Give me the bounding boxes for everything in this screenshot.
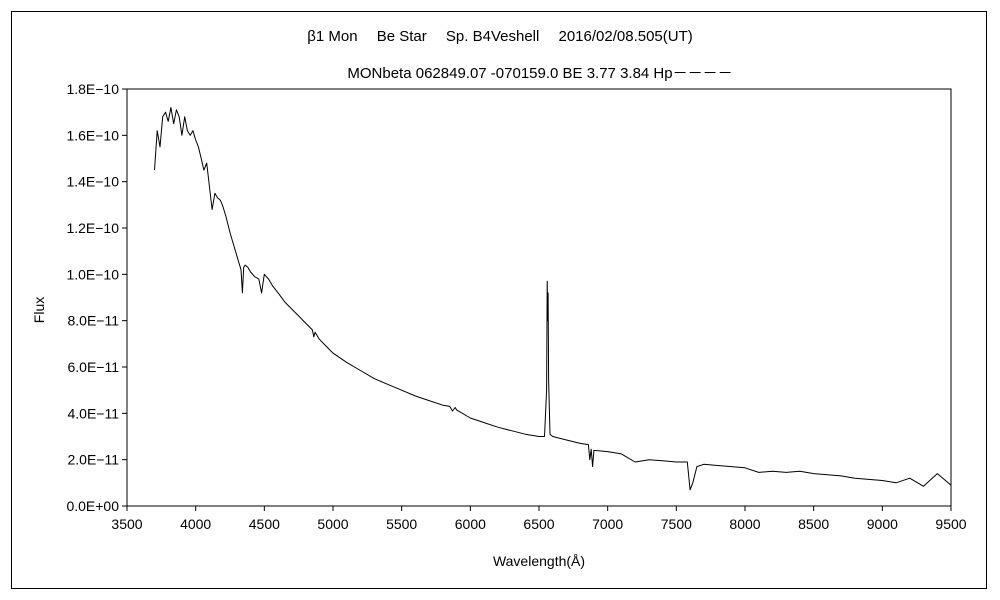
- series-line: [154, 107, 952, 491]
- y-tick-label: 6.0E−11: [67, 359, 119, 375]
- x-tick-label: 6000: [455, 516, 486, 532]
- x-tick-label: 6500: [523, 516, 554, 532]
- chart-title: β1 Mon Be Star Sp. B4Veshell 2016/02/08.…: [307, 28, 693, 45]
- x-tick-label: 7500: [661, 516, 692, 532]
- x-tick-label: 8000: [729, 516, 760, 532]
- x-tick-label: 4500: [249, 516, 280, 532]
- y-tick-label: 1.2E−10: [66, 220, 119, 236]
- y-tick-label: 1.0E−10: [66, 266, 119, 282]
- y-tick-label: 2.0E−11: [67, 452, 119, 468]
- y-tick-label: 4.0E−11: [67, 405, 119, 421]
- series-group: [154, 107, 952, 491]
- x-axis: 3500 4000 4500 5000 5500 6000 6500 7000 7500 8000…: [111, 506, 967, 532]
- x-tick-label: 3500: [111, 516, 142, 532]
- x-tick-label: 8500: [798, 516, 829, 532]
- y-axis: 0.0E+00 2.0E−11 4.0E−11 6.0E−11 8.0E−11 1.0E−…: [66, 81, 127, 514]
- y-axis-label: Flux: [31, 297, 47, 323]
- x-axis-label: Wavelength(Å): [493, 553, 585, 569]
- y-tick-label: 1.4E−10: [66, 174, 119, 190]
- x-tick-label: 9000: [867, 516, 898, 532]
- x-tick-label: 4000: [180, 516, 211, 532]
- y-tick-label: 8.0E−11: [67, 313, 119, 329]
- y-tick-label: 1.8E−10: [66, 81, 119, 97]
- y-tick-label: 0.0E+00: [66, 498, 119, 514]
- y-tick-label: 1.6E−10: [66, 127, 119, 143]
- chart-frame: [11, 11, 987, 589]
- x-tick-label: 5500: [386, 516, 417, 532]
- chart-subtitle: MONbeta 062849.07 -070159.0 BE 3.77 3.84…: [347, 65, 733, 82]
- x-tick-label: 9500: [935, 516, 966, 532]
- x-tick-label: 5000: [317, 516, 348, 532]
- x-tick-label: 7000: [592, 516, 623, 532]
- plot-area: [126, 88, 952, 507]
